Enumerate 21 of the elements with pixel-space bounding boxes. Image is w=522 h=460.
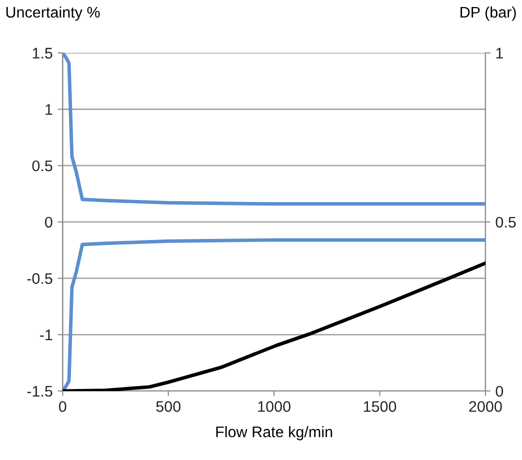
- x-tick-label: 2000: [469, 401, 502, 412]
- y-tick-label: 0.5: [32, 160, 52, 172]
- x-tick-label: 0: [58, 401, 66, 412]
- y-tick-label: -1: [40, 330, 52, 340]
- y-axis-title: Uncertainty %: [6, 6, 100, 21]
- y2-tick-label: 0.5: [496, 216, 516, 228]
- line-series: [62, 238, 486, 391]
- y-tick-label: -0.5: [27, 273, 52, 284]
- y-tick-label: 1: [46, 104, 52, 115]
- x-tick-label: 1000: [258, 401, 290, 412]
- y-tick-label: 1.5: [32, 48, 52, 59]
- y2-axis-title: DP (bar): [460, 6, 516, 21]
- x-tick-label: 1500: [364, 401, 396, 412]
- y-tick-label: 0: [45, 216, 52, 228]
- line-series: [62, 261, 486, 391]
- y-tick-label: -1.5: [27, 386, 52, 397]
- line-series: [62, 52, 486, 206]
- y2-tick-label: 1: [496, 48, 503, 58]
- x-axis-title: Flow Rate kg/min: [216, 426, 332, 440]
- y2-tick-label: 0: [496, 386, 504, 397]
- x-tick-label: 500: [156, 401, 180, 412]
